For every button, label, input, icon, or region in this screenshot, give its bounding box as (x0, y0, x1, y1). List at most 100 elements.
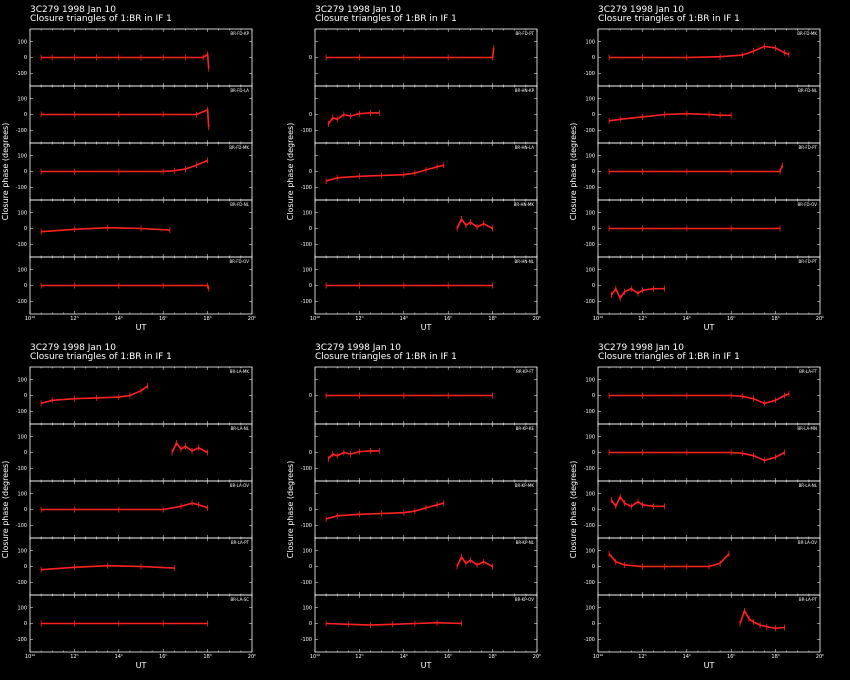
data-line (608, 112, 732, 122)
y-tick-label: 0 (309, 283, 312, 289)
y-axis-label: Closure phase (degrees) (569, 461, 578, 559)
y-tick-label: -100 (301, 299, 312, 305)
x-tick-label: 20ʰ (248, 654, 256, 660)
y-tick-label: 0 (592, 169, 595, 175)
y-tick-label: -100 (16, 409, 27, 415)
y-tick-label: 100 (302, 267, 312, 273)
chart-title-date: 1998 Jan 10 (62, 343, 116, 353)
model-line (41, 109, 210, 128)
closure-panel: 100 0 -100 BR-LA-OV (16, 480, 253, 539)
triangle-label: BR-LA-PT (799, 597, 818, 602)
triangle-label: BR-LA-SC (230, 597, 249, 602)
chart-title-date: 1998 Jan 10 (62, 5, 116, 15)
model-line (609, 452, 785, 461)
y-tick-label: 0 (24, 393, 27, 399)
x-tick-label: 14ʰ (115, 654, 123, 660)
closure-panel: 100 0 -100 BR-HN-NL (301, 256, 538, 315)
chart-title-date: 1998 Jan 10 (630, 343, 684, 353)
y-tick-label: -100 (301, 466, 312, 472)
triangle-label: BR-LA-PT (231, 540, 250, 545)
triangle-label: BR-LA-NL (799, 483, 818, 488)
x-tick-label: 18ʰ (203, 654, 211, 660)
y-tick-label: 0 (592, 564, 595, 570)
triangle-label: BR-KP-FT (516, 369, 534, 374)
data-line (609, 393, 790, 405)
closure-panel: 100 0 -100 BR-FD-OV (584, 199, 821, 258)
y-tick-label: 0 (309, 55, 312, 61)
y-tick-label: 100 (17, 39, 27, 45)
chart-title-date: 1998 Jan 10 (347, 5, 401, 15)
triangle-label: BR-LA-FT (799, 369, 817, 374)
data-line (326, 47, 495, 59)
x-tick-label: 20ʰ (248, 316, 256, 322)
triangle-label: BR-LA-OV (798, 540, 817, 545)
triangle-label: BR-LA-OV (230, 483, 249, 488)
y-axis-label: Closure phase (degrees) (286, 123, 295, 221)
x-tick-label: 14ʰ (683, 316, 691, 322)
y-tick-label: 0 (24, 621, 27, 627)
closure-panel: 100 0 -100 BR-KP-NL (301, 537, 538, 596)
triangle-label: BR-KP-KE (516, 426, 535, 431)
data-line (456, 217, 493, 230)
y-tick-label: 0 (24, 112, 27, 118)
triangle-label: BR-KP-OV (515, 597, 534, 602)
model-line (326, 47, 495, 58)
triangle-label: BR-HN-KP (515, 88, 535, 93)
closure-panel: 100 0 -100 BR-FD-NL (584, 85, 821, 144)
x-tick-label: 10¹⁰ (310, 654, 320, 660)
y-tick-label: 100 (17, 377, 27, 383)
model-line (609, 165, 783, 172)
closure-panel: 0 -100 BR-KP-KE (301, 423, 538, 482)
y-tick-label: -100 (301, 580, 312, 586)
chart-title-source: 3C279 (598, 5, 627, 15)
x-tick-label: 12ʰ (355, 316, 363, 322)
closure-panel: 100 0 -100 BR-FD-MK (584, 28, 821, 87)
x-tick-label: 16ʰ (727, 654, 735, 660)
closure-panel: 100 0 -100 BR-FD-NL (16, 199, 253, 258)
closure-panel: 100 0 -100 BR-FD-PT (584, 256, 821, 315)
x-tick-label: 18ʰ (488, 316, 496, 322)
y-tick-label: 0 (592, 283, 595, 289)
closure-panel: 100 0 -100 BR-KP-OV (301, 594, 538, 653)
x-tick-label: 16ʰ (159, 316, 167, 322)
y-axis-label: Closure phase (degrees) (569, 123, 578, 221)
closure-panel: 100 0 -100 BR-LA-SC (16, 594, 253, 653)
y-tick-label: 0 (309, 564, 312, 570)
x-tick-label: 14ʰ (683, 654, 691, 660)
x-tick-label: 16ʰ (727, 316, 735, 322)
data-line (41, 502, 208, 511)
data-line (456, 555, 493, 568)
closure-panel: 100 0 -100 BR-LA-FT (584, 366, 821, 425)
data-line (41, 284, 210, 289)
x-tick-label: 12ʰ (638, 316, 646, 322)
y-tick-label: 0 (592, 393, 595, 399)
closure-panel: 0 BR-KP-FT (309, 366, 538, 425)
panel-frame (29, 366, 253, 425)
data-line (609, 451, 785, 462)
y-tick-label: 0 (592, 507, 595, 513)
y-tick-label: -100 (584, 637, 595, 643)
closure-panel: 0 -100 BR-HN-LA (301, 142, 538, 201)
y-tick-label: 100 (17, 96, 27, 102)
triangle-label: BR-FD-OV (797, 202, 817, 207)
y-tick-label: -100 (301, 242, 312, 248)
triangle-label: BR-LA-NL (231, 426, 250, 431)
closure-panel: 100 0 -100 BR-LA-NL (16, 423, 253, 482)
triangle-label: BR-FD-LA (230, 88, 249, 93)
x-tick-label: 10¹⁰ (593, 316, 603, 322)
y-tick-label: -100 (584, 185, 595, 191)
closure-panel: 100 0 -100 BR-HN-MK (301, 199, 538, 258)
closure-panel: 100 0 -100 BR-FD-KP (16, 28, 253, 87)
chart-title-date: 1998 Jan 10 (630, 5, 684, 15)
x-tick-label: 20ʰ (533, 316, 541, 322)
x-axis-label: UT (136, 323, 147, 332)
chart-title-source: 3C279 (30, 5, 59, 15)
y-tick-label: 0 (309, 226, 312, 232)
chart-title-date: 1998 Jan 10 (347, 343, 401, 353)
y-tick-label: 0 (24, 507, 27, 513)
y-tick-label: 0 (24, 450, 27, 456)
y-tick-label: -100 (301, 128, 312, 134)
